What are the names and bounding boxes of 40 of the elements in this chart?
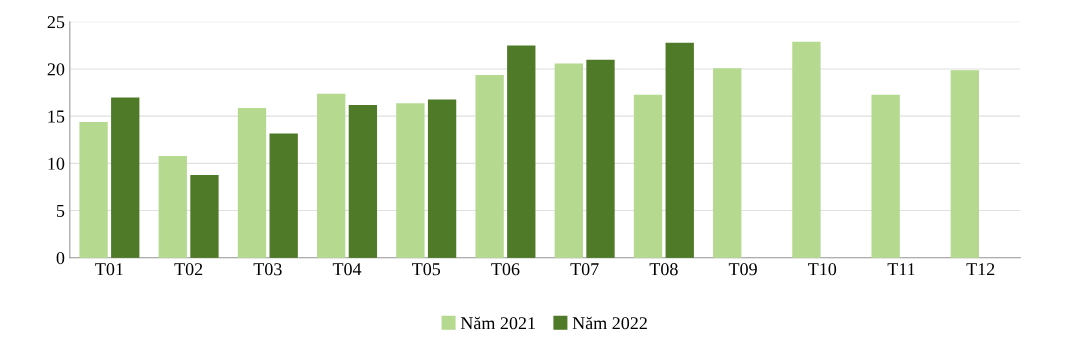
y-tick-label: 25 xyxy=(47,16,65,29)
bar xyxy=(111,97,140,258)
legend-label: Năm 2022 xyxy=(572,316,647,330)
bar xyxy=(190,174,219,258)
bar xyxy=(554,63,583,258)
x-tick-label: T04 xyxy=(332,263,362,276)
bar xyxy=(79,122,108,258)
y-tick-label: 15 xyxy=(48,110,65,123)
y-tick-label: 10 xyxy=(48,157,65,170)
bar xyxy=(475,74,504,258)
x-tick-label: T07 xyxy=(570,263,599,276)
bar xyxy=(507,45,536,258)
x-tick-label: T02 xyxy=(174,263,203,276)
x-tick-label: T12 xyxy=(966,263,995,276)
bar xyxy=(586,59,615,258)
x-tick-label: T05 xyxy=(412,263,441,276)
x-tick-label: T06 xyxy=(491,263,520,276)
x-tick-label: T01 xyxy=(95,263,123,276)
x-tick-label: T11 xyxy=(887,263,915,276)
bar xyxy=(792,41,821,258)
x-tick-label: T10 xyxy=(808,263,837,276)
bar xyxy=(317,93,346,258)
legend-label: Năm 2021 xyxy=(460,316,535,330)
bar xyxy=(633,94,663,258)
bar xyxy=(871,94,900,258)
x-tick-label: T03 xyxy=(253,263,282,276)
bar xyxy=(348,105,378,258)
bar xyxy=(713,68,742,258)
bar xyxy=(396,103,425,258)
y-tick-label: 5 xyxy=(56,204,65,217)
bar xyxy=(158,156,187,258)
y-tick-label: 0 xyxy=(56,251,65,265)
bar xyxy=(237,107,267,258)
bar xyxy=(665,42,694,258)
bar xyxy=(950,70,980,258)
y-tick-label: 20 xyxy=(47,63,65,76)
x-tick-label: T08 xyxy=(649,263,678,276)
bar xyxy=(269,133,298,258)
bar xyxy=(427,99,457,258)
x-tick-label: T09 xyxy=(728,263,757,276)
